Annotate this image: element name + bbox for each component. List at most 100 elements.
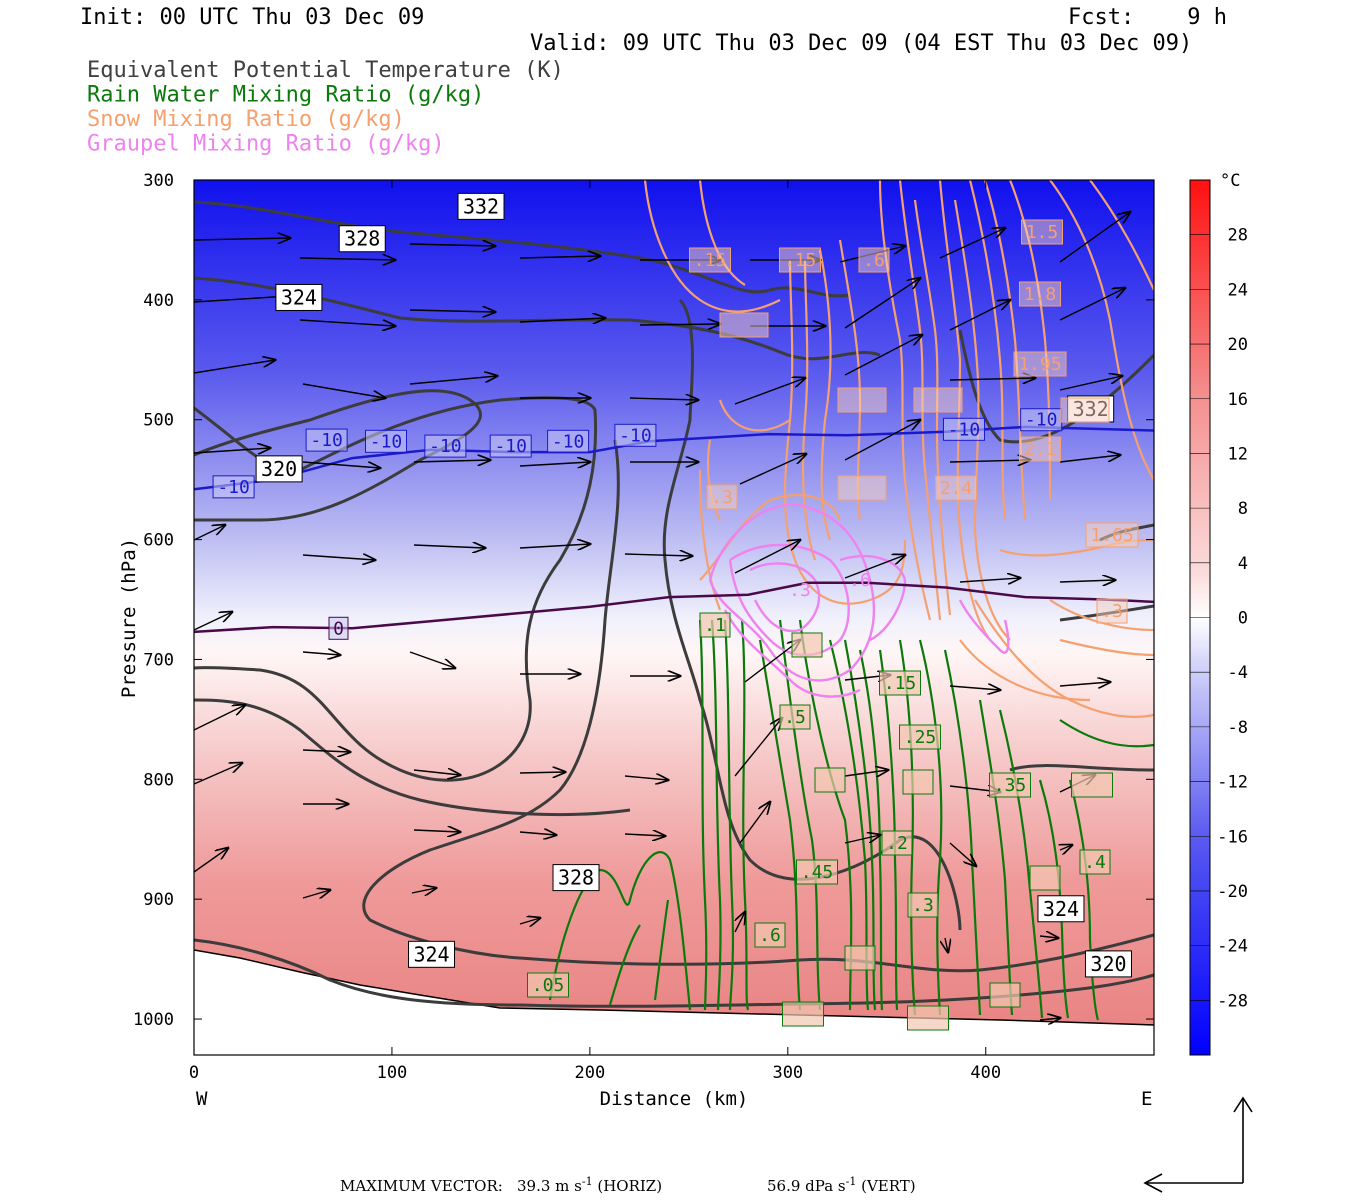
- x-tick-label: 400: [970, 1063, 1001, 1083]
- snow-label: 1.5: [1026, 222, 1059, 243]
- theta-e-328-lower: [362, 439, 1154, 973]
- colorbar-tick-label: 24: [1228, 280, 1248, 300]
- snow-label-box: [1096, 598, 1128, 624]
- theta-e-label-box: [457, 192, 505, 220]
- ground-line: [194, 949, 1154, 1026]
- isotherm-label-box: [365, 429, 407, 453]
- theta-e-label: 332: [463, 194, 499, 218]
- east-label: E: [1141, 1088, 1152, 1110]
- colorbar-tick-label: -28: [1217, 991, 1248, 1011]
- snow-label-box: [858, 247, 890, 273]
- snow-label: 1.65: [1090, 525, 1133, 546]
- isotherm-label-box: [614, 423, 657, 447]
- colorbar-tick-label: -24: [1217, 937, 1248, 957]
- max-vector-vert: 56.9 dPa s-1 (VERT): [767, 1175, 916, 1195]
- forecast-hour: Fcst: 9 h: [1068, 5, 1227, 30]
- legend-item: Snow Mixing Ratio (g/kg): [87, 107, 405, 132]
- rain-label: .3: [912, 895, 934, 916]
- isotherm: [194, 581, 1154, 634]
- colorbar-tick-label: 16: [1228, 390, 1248, 410]
- max-vector-label: MAXIMUM VECTOR:: [340, 1177, 503, 1195]
- rain-label-box: [1079, 849, 1111, 875]
- rain-label: .5: [784, 707, 806, 728]
- reference-vector-icon: [1143, 1096, 1253, 1193]
- rain-label: .05: [532, 975, 565, 996]
- rain-label-box: [907, 892, 939, 918]
- theta-e-label-box: [1037, 895, 1085, 923]
- isotherm-label-box: [547, 429, 590, 453]
- colorbar-tick-label: -12: [1217, 773, 1248, 793]
- snow-label: .15: [694, 250, 727, 271]
- isotherm-label: -10: [948, 419, 981, 440]
- x-axis-label: Distance (km): [600, 1088, 749, 1110]
- rain-label: .1: [704, 615, 726, 636]
- snow-label: 2.4: [940, 478, 973, 499]
- init-time: Init: 00 UTC Thu 03 Dec 09: [80, 5, 424, 30]
- colorbar-tick-label: -16: [1217, 827, 1248, 847]
- plot-frame: [193, 179, 1155, 1056]
- snow-label: 1.8: [1024, 284, 1057, 305]
- colorbar-tick-label: 8: [1238, 499, 1248, 519]
- rain-label: .15: [884, 673, 917, 694]
- snow-label-box: [689, 247, 731, 273]
- graupel-label: .6: [849, 570, 871, 591]
- isotherm-label-box: [328, 616, 349, 640]
- theta-e-label: 324: [1043, 897, 1079, 921]
- theta-e-320: [194, 698, 631, 817]
- snow-label-box: [837, 387, 887, 413]
- colorbar-tick-label: 12: [1228, 444, 1248, 464]
- snow-label: .6: [863, 250, 885, 271]
- rain-label-box: [754, 922, 786, 948]
- plot-area: -10 -10 -10 -10 -10 -10 -10 -10 -10 0 332 328 328 324…: [194, 180, 1154, 1055]
- snow-label-box: [1019, 281, 1061, 307]
- colorbar-tick-label: -8: [1228, 718, 1248, 738]
- theta-e-label-box: [408, 940, 456, 968]
- rain-label: .2: [886, 833, 908, 854]
- snow-label: 2.1: [1024, 439, 1057, 460]
- isotherm-label-box: [942, 417, 985, 441]
- rain-label-box: [881, 830, 913, 856]
- rain-label: .6: [759, 925, 781, 946]
- rain-label-box: [989, 982, 1021, 1008]
- snow-label: .15: [784, 250, 817, 271]
- y-tick-label: 500: [143, 411, 174, 431]
- snow-label-box: [1021, 219, 1063, 245]
- snow-label-box: [1013, 351, 1067, 377]
- snow-label-box: [1060, 397, 1110, 423]
- theta-e-label-box: [552, 864, 600, 892]
- theta-e-label: 324: [281, 285, 317, 309]
- rain-label-box: [527, 972, 569, 998]
- colorbar-tick-label: 0: [1238, 609, 1248, 629]
- rain-label-box: [814, 767, 846, 793]
- rain-label-box: [879, 670, 921, 696]
- west-label: W: [196, 1088, 208, 1110]
- rain-label-box: [844, 945, 876, 971]
- max-vector-horiz: 39.3 m s-1 (HORIZ): [517, 1175, 662, 1195]
- colorbar-tick-label: 4: [1238, 554, 1248, 574]
- isotherm-label: -10: [494, 436, 527, 457]
- snow-label-box: [779, 247, 821, 273]
- theta-e-label-box: [275, 283, 323, 311]
- theta-e-332: [194, 200, 851, 298]
- isotherm-label-box: [212, 475, 255, 499]
- isotherm-label-box: [424, 434, 467, 458]
- field-legend: Equivalent Potential Temperature (K)Rain…: [87, 58, 564, 157]
- snow-label-box: [719, 312, 769, 338]
- rain-label: .35: [994, 775, 1027, 796]
- rain-label-box: [782, 1001, 824, 1027]
- rain-label-box: [699, 612, 731, 638]
- colorbar-tick-label: 20: [1228, 335, 1248, 355]
- y-tick-label: 600: [143, 531, 174, 551]
- snow-label: .3: [711, 487, 733, 508]
- isotherm-label: -10: [370, 431, 403, 452]
- y-axis: 300 400 500 600 700 800 900 1000: [133, 171, 1154, 1030]
- snow-label-box: [837, 475, 887, 501]
- snow-label-box: [706, 484, 738, 510]
- isotherm-label: -10: [429, 436, 462, 457]
- rain-contours: [548, 619, 1154, 1021]
- rain-label-box: [1071, 772, 1113, 798]
- colorbar-tick-label: -4: [1228, 663, 1248, 683]
- y-tick-label: 400: [143, 291, 174, 311]
- graupel-label: .3: [789, 580, 811, 601]
